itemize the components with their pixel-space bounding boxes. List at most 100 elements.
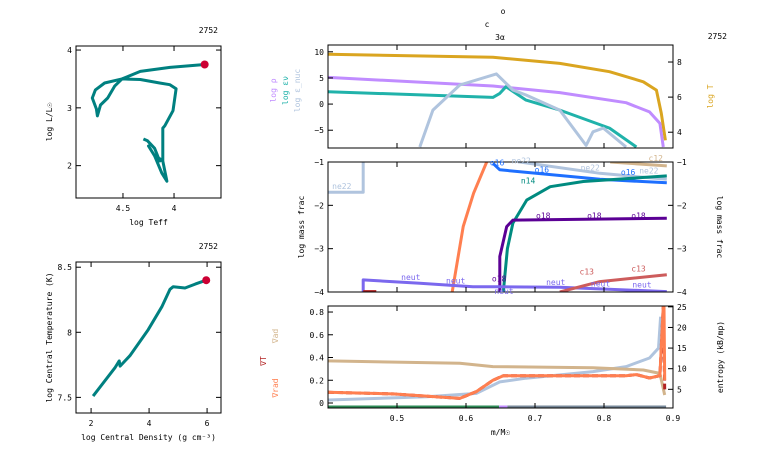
series-label-o16: o16 [535,165,550,174]
y-tick-label: 3 [67,104,72,113]
y2-tick-label: 4 [677,128,682,137]
profile-mid-frame [327,161,674,293]
x-tick-label: 0.8 [597,414,612,423]
series-label-o18: o18 [492,275,507,284]
x-tick-label: 0.5 [390,414,405,423]
series-label-neut: neut [446,276,465,285]
profile-bottom-panel [327,305,674,409]
y-tick-label: 2 [67,162,72,171]
y-tick-label: 0.4 [310,354,325,363]
x-tick-label: 4.5 [116,204,131,213]
y-axis-label: log mass frac [297,196,306,259]
y-tick-label: 8 [67,328,72,337]
y2-tick-label: 10 [677,365,687,374]
burning-annotation: c [485,20,490,29]
series-label-ne22: ne22 [639,166,658,175]
series-label-ne22: ne22 [332,182,351,191]
series-line-log ρ [328,75,665,148]
y-tick-label: −4 [314,288,324,297]
y2-tick-label: −1 [677,158,687,167]
x-axis-label: log Teff [129,218,168,227]
y-tick-label: 0.2 [310,376,325,385]
y2-tick-label: 5 [677,385,682,394]
series-label-o16: o16 [621,168,636,177]
y-axis-label: ∇T [259,356,268,367]
y-tick-label: 0 [319,399,324,408]
series-label-neut: neut [591,279,610,288]
y-axis-label: log Central Temperature (K) [45,272,54,402]
series-line-o18 [498,216,667,292]
series-line-log T [328,52,667,141]
series-label-ne22: ne22 [512,156,531,165]
profile-mid-panel [327,161,674,293]
burning-annotation: 3α [495,33,505,42]
series-label-c13: c13 [580,267,595,276]
y2-tick-label: 15 [677,344,687,353]
x-tick-label: 4 [172,204,177,213]
y-tick-label: 4 [67,46,72,55]
series-line-c12 [610,162,667,168]
y-axis-label: log ρ [269,78,278,102]
y-axis-label: ∇ad [271,329,280,345]
y-tick-label: −3 [314,245,324,254]
model-number: 2752 [199,26,218,35]
series-line-entropy [328,316,663,402]
y-axis-label: log εν [281,76,290,105]
series-line-o16 [491,162,667,185]
series-line-unlabeled [450,162,489,292]
series-line-neut [361,278,667,292]
burning-annotation: o [501,7,506,16]
y2-tick-label: 25 [677,303,687,312]
x-tick-label: 6 [205,419,210,428]
y-tick-label: 5 [319,74,324,83]
y-tick-label: −1 [314,158,324,167]
series-line-unlabeled [91,278,207,398]
x-tick-label: 2 [89,419,94,428]
series-line-∇rad [328,306,667,400]
y-tick-label: 10 [314,48,324,57]
y-axis-label: log L/L☉ [45,103,54,142]
profile-bottom-frame [327,305,674,409]
series-line-ne22 [328,162,365,194]
series-label-neut: neut [401,273,420,282]
series-label-c13: c13 [631,265,646,274]
current-model-marker [202,276,211,285]
y-tick-label: 7.5 [58,393,73,402]
y2-tick-label: 6 [677,93,682,102]
x-axis-label: log Central Density (g cm⁻³) [81,433,216,442]
y2-axis-label: log T [706,84,715,108]
y2-axis-label: log mass frac [715,196,724,259]
series-label-o18: o18 [631,211,646,220]
hr-panel [75,45,222,199]
series-label-o18: o18 [587,211,602,220]
x-tick-label: 0.9 [666,414,681,423]
rhoc-tc-frame [75,261,222,414]
profile-top-panel [327,44,674,149]
y-tick-label: 8.5 [58,263,73,272]
series-label-neut: neut [632,281,651,290]
series-label-o16: o16 [490,158,505,167]
y-tick-label: −5 [314,126,324,135]
y2-tick-label: −2 [677,201,687,210]
y-axis-label: ∇rad [271,378,280,398]
rhoc-tc-panel [75,261,222,414]
series-label-neut: neut [546,278,565,287]
y-tick-label: 0.8 [310,308,325,317]
x-tick-label: 4 [147,419,152,428]
series-line-n14 [501,174,667,292]
model-number: 2752 [708,32,727,41]
y2-tick-label: −3 [677,245,687,254]
profile-top-frame [327,44,674,149]
series-label-ne22: ne22 [581,164,600,173]
series-label-o18: o18 [536,211,551,220]
series-line-c13 [559,273,667,292]
y-axis-label: log ε_nuc [293,69,302,113]
y-tick-label: 0.6 [310,331,325,340]
y-tick-label: 0 [319,100,324,109]
y2-tick-label: −4 [677,288,687,297]
series-line-log ε_nuc [418,72,628,148]
model-number: 2752 [199,242,218,251]
series-label-c12: c12 [649,154,664,163]
x-tick-label: 0.6 [459,414,474,423]
